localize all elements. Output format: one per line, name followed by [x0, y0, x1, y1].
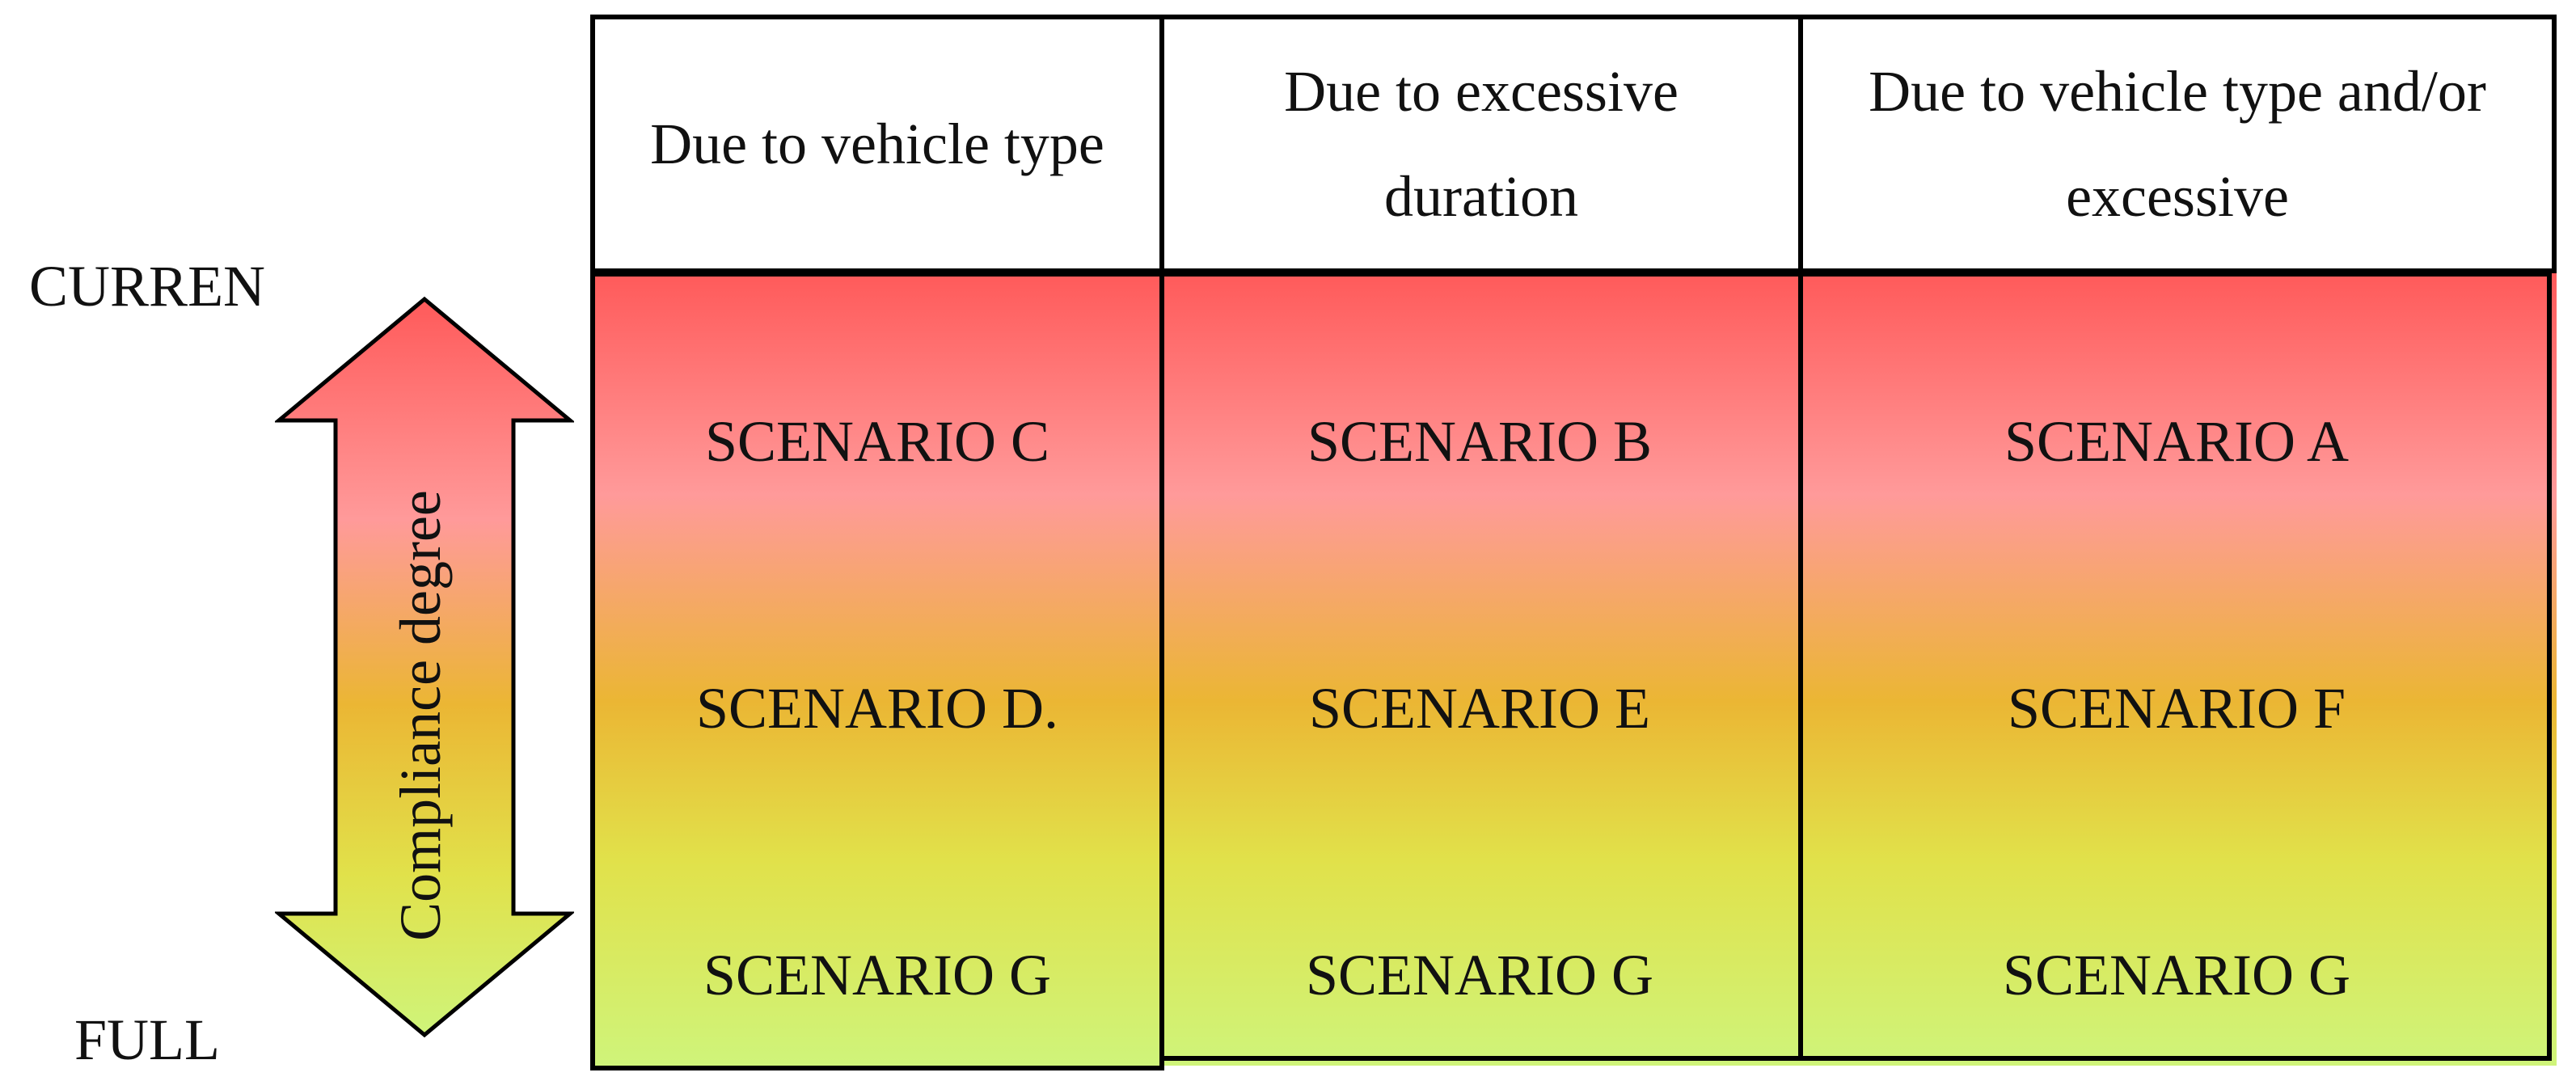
double-arrow-icon	[275, 296, 574, 1038]
arrow-label: Compliance degree	[388, 490, 454, 941]
column-body-3	[1798, 273, 2552, 1061]
column-header-vehicle-type: Due to vehicle type	[590, 15, 1164, 273]
scenario-cell-r2-c1: SCENARIO D.	[695, 676, 1059, 741]
compliance-gradient	[590, 273, 2557, 1066]
arrow-label-wrap: Compliance degree	[368, 424, 473, 1007]
scenario-cell-r2-c2: SCENARIO E	[1308, 676, 1651, 741]
scenario-cell-r1-c2: SCENARIO B	[1307, 409, 1653, 474]
scenario-cell-r3-c2: SCENARIO G	[1305, 943, 1654, 1007]
scenario-cell-r1-c1: SCENARIO C	[704, 409, 1050, 474]
column-header-excessive-duration: Due to excessive duration	[1159, 15, 1803, 273]
arrow-shape	[275, 296, 574, 1038]
axis-bottom-label: FULL	[74, 1007, 220, 1072]
scenario-matrix: Due to vehicle type Due to excessive dur…	[590, 15, 2557, 1070]
scenario-cell-r1-c3: SCENARIO A	[2004, 409, 2350, 474]
column-header-vehicle-type-and-duration: Due to vehicle type and/or excessive	[1798, 15, 2557, 273]
scenario-cell-r3-c1: SCENARIO G	[703, 943, 1052, 1007]
scenario-cell-r2-c3: SCENARIO F	[2007, 676, 2346, 741]
axis-top-label: CURREN	[29, 254, 266, 319]
scenario-cell-r3-c3: SCENARIO G	[2002, 943, 2351, 1007]
